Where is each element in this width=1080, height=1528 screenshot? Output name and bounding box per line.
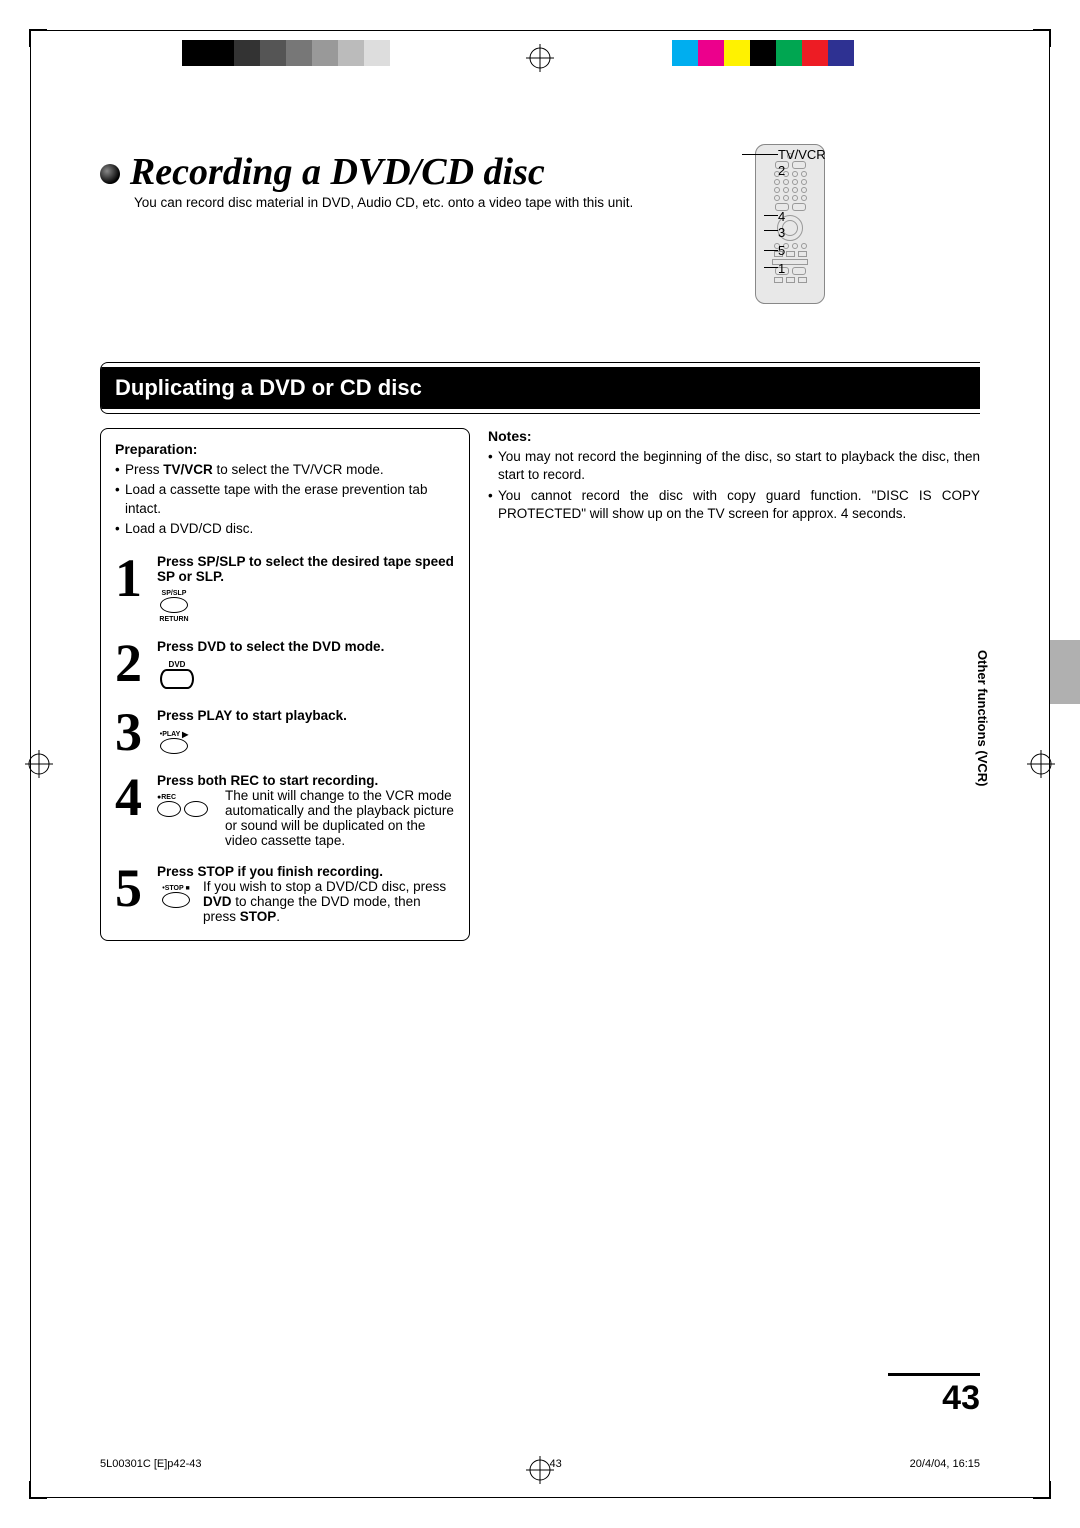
- step-body: Press STOP if you finish recording. •STOP…: [157, 864, 455, 924]
- preparation-heading: Preparation:: [115, 441, 455, 457]
- swatch: [364, 40, 390, 66]
- step-number: 4: [115, 773, 149, 848]
- step-heading: Press PLAY to start playback.: [157, 708, 455, 723]
- preparation-item: Press TV/VCR to select the TV/VCR mode.: [115, 461, 455, 479]
- swatch: [286, 40, 312, 66]
- footer-center: 43: [549, 1458, 561, 1470]
- intro-text: You can record disc material in DVD, Aud…: [134, 194, 694, 212]
- remote-callout-1: 4: [778, 208, 785, 226]
- title-bullet-icon: [100, 164, 120, 184]
- remote-callout-2: 3: [778, 224, 785, 242]
- step: 5 Press STOP if you finish recording. •STO…: [115, 864, 455, 924]
- swatch: [312, 40, 338, 66]
- step-icon: ●REC: [157, 794, 217, 848]
- notes-list: You may not record the beginning of the …: [488, 448, 980, 523]
- two-column-layout: Preparation: Press TV/VCR to select the …: [100, 428, 980, 941]
- remote-diagram: TV/VCR 2 4 3 5 1: [690, 144, 890, 304]
- step: 3 Press PLAY to start playback. •PLAY ▶: [115, 708, 455, 757]
- step: 2 Press DVD to select the DVD mode. DVD: [115, 639, 455, 692]
- crop-corner-br: [1033, 1481, 1051, 1499]
- remote-callout-4: 1: [778, 260, 785, 278]
- swatch: [130, 40, 156, 66]
- crop-corner-tr: [1033, 29, 1051, 47]
- left-column: Preparation: Press TV/VCR to select the …: [100, 428, 470, 941]
- page-content: Recording a DVD/CD disc You can record d…: [100, 150, 980, 1428]
- side-tab: [1050, 640, 1080, 704]
- notes-item: You cannot record the disc with copy gua…: [488, 487, 980, 523]
- swatch: [854, 40, 880, 66]
- swatch: [724, 40, 750, 66]
- page-number-rule: [888, 1373, 980, 1376]
- swatch: [208, 40, 234, 66]
- remote-label-tvvcr: TV/VCR: [778, 146, 826, 164]
- step: 1 Press SP/SLP to select the desired tape…: [115, 554, 455, 623]
- registration-mark-right: [1027, 750, 1055, 778]
- swatch: [338, 40, 364, 66]
- step-icon: DVD: [157, 660, 455, 692]
- swatch: [828, 40, 854, 66]
- step-heading: Press STOP if you finish recording.: [157, 864, 455, 879]
- registration-mark-left: [25, 750, 53, 778]
- crop-corner-bl: [29, 1481, 47, 1499]
- remote-body: [755, 144, 825, 304]
- swatch: [234, 40, 260, 66]
- step-body-text: If you wish to stop a DVD/CD disc, press…: [203, 879, 455, 924]
- swatch: [390, 40, 416, 66]
- step-number: 2: [115, 639, 149, 692]
- remote-callout-3: 5: [778, 242, 785, 260]
- remote-callout-0: 2: [778, 162, 785, 180]
- step-icon: •PLAY ▶: [157, 729, 455, 757]
- swatch: [260, 40, 286, 66]
- preparation-item: Load a DVD/CD disc.: [115, 520, 455, 538]
- swatch: [750, 40, 776, 66]
- color-bar: [672, 40, 880, 66]
- side-text: Other functions (VCR): [975, 650, 990, 787]
- swatch: [802, 40, 828, 66]
- step-body: Press both REC to start recording. ●RECTh…: [157, 773, 455, 848]
- swatch: [156, 40, 182, 66]
- grayscale-bar: [130, 40, 416, 66]
- crop-corner-tl: [29, 29, 47, 47]
- step-number: 1: [115, 554, 149, 623]
- step-number: 3: [115, 708, 149, 757]
- preparation-list: Press TV/VCR to select the TV/VCR mode. L…: [115, 461, 455, 538]
- step-icon: SP/SLPRETURN: [157, 590, 455, 623]
- swatch: [698, 40, 724, 66]
- step-body: Press PLAY to start playback. •PLAY ▶: [157, 708, 455, 757]
- step-heading: Press SP/SLP to select the desired tape …: [157, 554, 455, 584]
- step-body: Press DVD to select the DVD mode. DVD: [157, 639, 455, 692]
- swatch: [776, 40, 802, 66]
- footer: 5L00301C [E]p42-43 43 20/4/04, 16:15: [100, 1458, 980, 1470]
- section-header: Duplicating a DVD or CD disc: [100, 362, 980, 414]
- page-number: 43: [942, 1379, 980, 1418]
- swatch: [672, 40, 698, 66]
- registration-mark-top: [526, 44, 554, 72]
- notes-heading: Notes:: [488, 428, 980, 444]
- preparation-item: Load a cassette tape with the erase prev…: [115, 481, 455, 517]
- section-header-text: Duplicating a DVD or CD disc: [101, 363, 980, 413]
- step: 4 Press both REC to start recording. ●RECT…: [115, 773, 455, 848]
- notes-item: You may not record the beginning of the …: [488, 448, 980, 484]
- step-body-text: The unit will change to the VCR mode aut…: [225, 788, 455, 848]
- page-title: Recording a DVD/CD disc: [130, 151, 545, 193]
- footer-left: 5L00301C [E]p42-43: [100, 1458, 202, 1470]
- step-number: 5: [115, 864, 149, 924]
- step-heading: Press both REC to start recording.: [157, 773, 455, 788]
- step-heading: Press DVD to select the DVD mode.: [157, 639, 455, 654]
- step-body: Press SP/SLP to select the desired tape …: [157, 554, 455, 623]
- step-icon: •STOP ■: [157, 885, 195, 924]
- right-column: Notes: You may not record the beginning …: [488, 428, 980, 941]
- steps-container: 1 Press SP/SLP to select the desired tape…: [115, 554, 455, 924]
- footer-right: 20/4/04, 16:15: [910, 1458, 980, 1470]
- swatch: [182, 40, 208, 66]
